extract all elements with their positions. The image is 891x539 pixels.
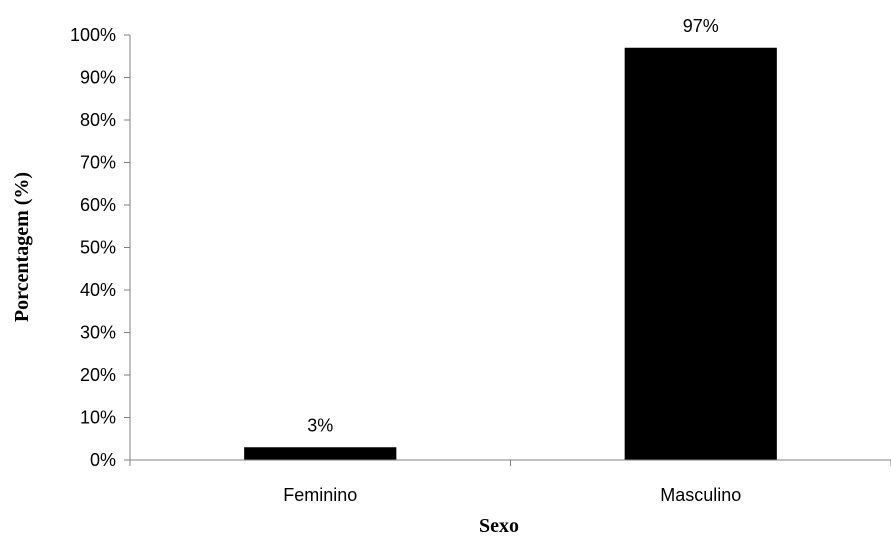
y-tick-label: 70% [80, 153, 116, 173]
bar-masculino [624, 47, 777, 460]
y-tick-label: 0% [90, 450, 116, 470]
y-axis-ticks: 0% 10% 20% 30% 40% 50% 60% 70% 80% 90% 100% [70, 25, 130, 470]
x-axis-ticks: Feminino Masculino [129, 460, 891, 505]
data-label-masculino: 97% [683, 16, 719, 36]
y-axis-title: Porcentagem (%) [11, 172, 33, 322]
y-tick-label: 50% [80, 238, 116, 258]
x-axis-title: Sexo [479, 515, 519, 537]
x-tick-label: Masculino [660, 485, 741, 505]
y-tick-label: 100% [70, 25, 116, 45]
y-tick-label: 60% [80, 195, 116, 215]
y-tick-label: 80% [80, 110, 116, 130]
y-tick-label: 20% [80, 365, 116, 385]
y-tick-label: 90% [80, 68, 116, 88]
y-tick-label: 30% [80, 323, 116, 343]
bars [244, 47, 777, 460]
y-tick-label: 10% [80, 408, 116, 428]
y-tick-label: 40% [80, 280, 116, 300]
data-labels: 3% 97% [307, 16, 719, 436]
x-tick-label: Feminino [283, 485, 357, 505]
bar-feminino [244, 447, 397, 460]
data-label-feminino: 3% [307, 415, 333, 435]
